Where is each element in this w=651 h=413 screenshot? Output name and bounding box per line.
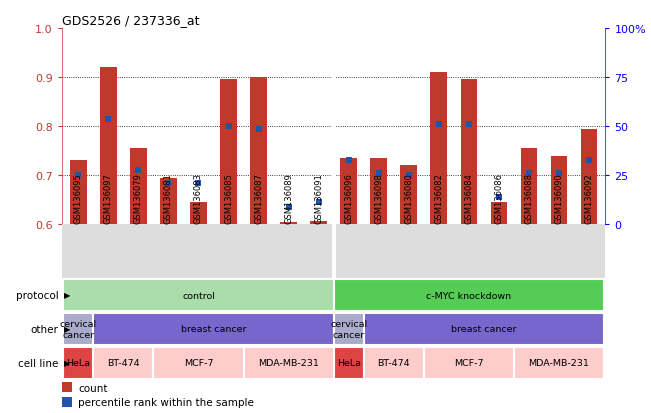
Bar — [93, 347, 154, 379]
Bar — [551, 156, 567, 225]
Bar — [400, 166, 417, 225]
Bar — [62, 382, 72, 392]
Bar — [250, 78, 267, 225]
Text: BT-474: BT-474 — [378, 358, 410, 368]
Bar — [333, 347, 364, 379]
Text: HeLa: HeLa — [66, 358, 90, 368]
Text: percentile rank within the sample: percentile rank within the sample — [78, 398, 255, 408]
Text: breast cancer: breast cancer — [181, 325, 246, 334]
Text: BT-474: BT-474 — [107, 358, 140, 368]
Bar — [63, 279, 333, 311]
Bar — [333, 279, 604, 311]
Text: cervical
cancer: cervical cancer — [60, 320, 97, 339]
Text: MCF-7: MCF-7 — [184, 358, 214, 368]
Text: c-MYC knockdown: c-MYC knockdown — [426, 291, 511, 300]
Bar — [364, 313, 604, 345]
Bar — [100, 68, 117, 225]
Bar — [333, 313, 364, 345]
Bar — [581, 129, 597, 225]
Text: control: control — [182, 291, 215, 300]
Text: cell line: cell line — [18, 358, 59, 368]
Bar — [491, 203, 507, 225]
Bar — [154, 347, 243, 379]
Bar — [281, 222, 297, 225]
Text: cervical
cancer: cervical cancer — [330, 320, 367, 339]
Bar — [62, 397, 72, 406]
Bar — [460, 80, 477, 225]
Bar — [220, 80, 237, 225]
Bar — [93, 313, 333, 345]
Text: HeLa: HeLa — [337, 358, 361, 368]
Bar — [370, 159, 387, 225]
Bar — [311, 221, 327, 225]
Text: MCF-7: MCF-7 — [454, 358, 484, 368]
Bar — [521, 149, 537, 225]
Text: MDA-MB-231: MDA-MB-231 — [529, 358, 589, 368]
Bar — [63, 313, 93, 345]
Text: protocol: protocol — [16, 290, 59, 300]
Bar — [63, 347, 93, 379]
Text: ▶: ▶ — [64, 358, 70, 368]
Bar — [514, 347, 604, 379]
Bar — [130, 149, 146, 225]
Text: GDS2526 / 237336_at: GDS2526 / 237336_at — [62, 14, 199, 27]
Bar — [160, 178, 176, 225]
Bar — [243, 347, 333, 379]
Text: ▶: ▶ — [64, 325, 70, 334]
Text: other: other — [31, 324, 59, 334]
Bar — [430, 73, 447, 225]
Text: breast cancer: breast cancer — [451, 325, 516, 334]
Text: MDA-MB-231: MDA-MB-231 — [258, 358, 319, 368]
Bar — [424, 347, 514, 379]
Bar — [364, 347, 424, 379]
Text: ▶: ▶ — [64, 291, 70, 300]
Bar — [190, 203, 207, 225]
Text: count: count — [78, 383, 108, 393]
Bar — [340, 159, 357, 225]
Bar — [70, 161, 87, 225]
